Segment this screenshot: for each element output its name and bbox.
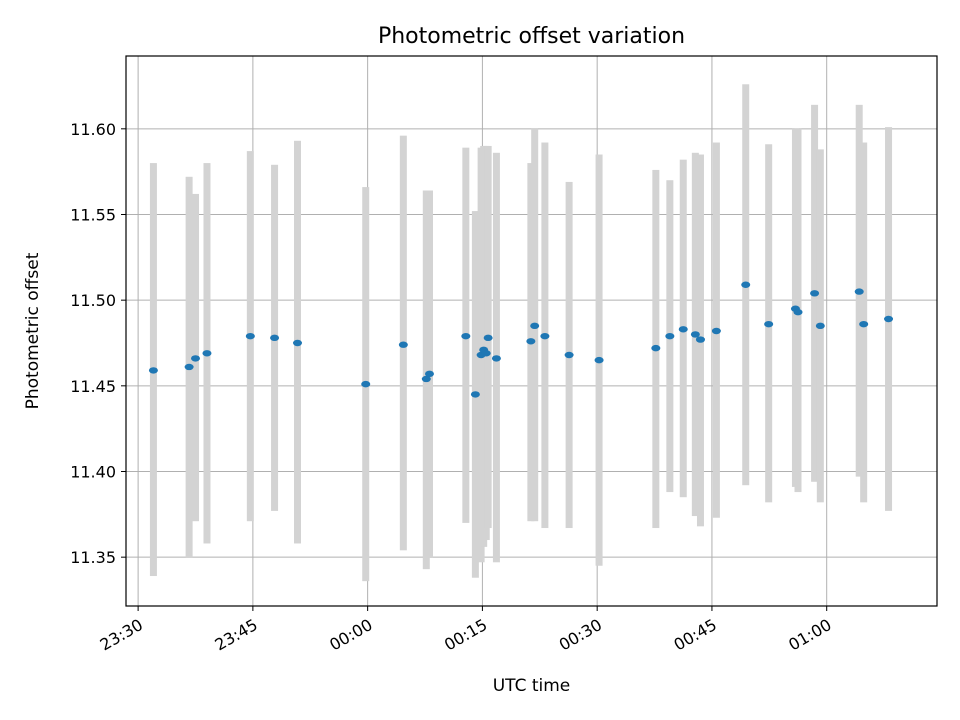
data-points	[148, 281, 894, 398]
y-tick-label: 11.40	[70, 462, 116, 481]
data-point	[421, 375, 431, 383]
data-point	[651, 344, 661, 352]
y-tick-label: 11.50	[70, 291, 116, 310]
y-axis-label: Photometric offset	[23, 252, 43, 409]
data-point	[398, 341, 408, 348]
y-tick-label: 11.55	[70, 205, 116, 224]
data-point	[690, 331, 700, 338]
y-tick-label: 11.45	[70, 377, 116, 396]
data-point	[293, 339, 303, 347]
plot-frame	[125, 55, 938, 607]
data-point	[815, 322, 825, 330]
data-point	[678, 326, 688, 333]
data-point	[859, 320, 869, 328]
data-point	[665, 332, 675, 340]
data-point	[481, 350, 491, 357]
data-point	[491, 355, 501, 362]
data-point	[741, 281, 751, 288]
data-point	[461, 332, 471, 340]
data-point	[526, 338, 536, 345]
data-point	[594, 356, 604, 364]
data-point	[810, 290, 820, 297]
y-tick-label: 11.35	[70, 548, 116, 567]
chart-title: Photometric offset variation	[378, 24, 685, 49]
x-axis-label: UTC time	[493, 676, 571, 696]
data-point	[564, 351, 574, 359]
data-point	[711, 327, 721, 335]
data-point	[148, 367, 158, 374]
data-point	[245, 332, 255, 340]
data-point	[202, 350, 212, 357]
data-point	[695, 336, 705, 343]
data-point	[184, 363, 194, 371]
data-point	[424, 370, 434, 378]
data-point	[483, 334, 493, 342]
data-point	[361, 380, 371, 388]
data-point	[470, 391, 480, 398]
data-point	[793, 308, 803, 316]
data-point	[270, 334, 280, 342]
data-point	[854, 288, 864, 295]
data-point	[190, 355, 200, 362]
data-point	[540, 332, 550, 340]
data-point	[764, 320, 774, 328]
y-tick-label: 11.60	[70, 120, 116, 139]
data-point	[884, 315, 894, 323]
data-point	[530, 322, 540, 330]
